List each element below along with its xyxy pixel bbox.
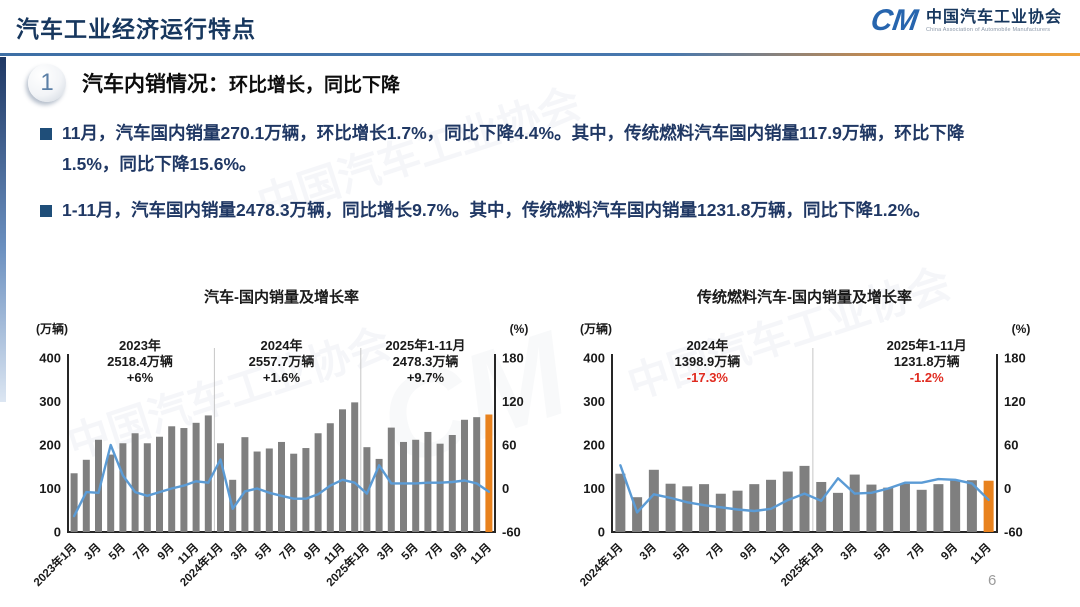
- svg-text:2478.3万辆: 2478.3万辆: [393, 354, 459, 369]
- svg-text:2023年1月: 2023年1月: [30, 540, 79, 589]
- svg-text:100: 100: [39, 481, 61, 496]
- svg-text:7月: 7月: [905, 541, 927, 563]
- svg-text:(%): (%): [510, 322, 529, 336]
- page-title: 汽车工业经济运行特点: [16, 16, 256, 42]
- svg-text:2024年: 2024年: [686, 338, 728, 353]
- svg-text:9月: 9月: [301, 541, 323, 563]
- svg-text:0: 0: [598, 525, 605, 540]
- svg-text:传统燃料汽车-国内销量及增长率: 传统燃料汽车-国内销量及增长率: [696, 288, 912, 306]
- svg-text:9月: 9月: [938, 541, 960, 563]
- bullet-text: 11月，汽车国内销量270.1万辆，环比增长1.7%，同比下降4.4%。其中，传…: [62, 123, 965, 174]
- svg-text:9月: 9月: [155, 541, 177, 563]
- svg-text:3月: 3月: [375, 541, 397, 563]
- svg-text:9月: 9月: [738, 541, 760, 563]
- section-title-main: 汽车内销情况：: [82, 73, 229, 96]
- svg-text:100: 100: [583, 481, 605, 496]
- svg-text:180: 180: [502, 351, 524, 366]
- svg-text:180: 180: [1004, 351, 1026, 366]
- caam-logo: CM 中国汽车工业协会 China Association of Automob…: [869, 4, 1062, 37]
- svg-text:400: 400: [583, 351, 605, 366]
- svg-text:7月: 7月: [277, 541, 299, 563]
- svg-text:-60: -60: [502, 525, 521, 540]
- svg-text:200: 200: [39, 438, 61, 453]
- svg-text:2025年1-11月: 2025年1-11月: [887, 338, 967, 353]
- section-title: 汽车内销情况：环比增长，同比下降: [82, 68, 400, 98]
- svg-text:2025年1-11月: 2025年1-11月: [385, 338, 465, 353]
- svg-text:300: 300: [583, 394, 605, 409]
- bullet-item: 11月，汽车国内销量270.1万辆，环比增长1.7%，同比下降4.4%。其中，传…: [40, 118, 1015, 179]
- svg-text:7月: 7月: [423, 541, 445, 563]
- svg-text:-1.2%: -1.2%: [910, 370, 944, 385]
- svg-text:120: 120: [502, 394, 524, 409]
- svg-text:60: 60: [502, 438, 516, 453]
- svg-text:-17.3%: -17.3%: [687, 370, 729, 385]
- svg-text:5月: 5月: [399, 541, 421, 563]
- svg-text:11月: 11月: [767, 541, 793, 567]
- header-divider: [0, 53, 1080, 56]
- svg-text:0: 0: [54, 525, 61, 540]
- chart-auto-domestic-sales: 汽车-国内销量及增长率 (万辆) (%) 0 100 200 300 400 -60 0 60 120…: [28, 286, 533, 601]
- svg-text:(万辆): (万辆): [36, 321, 68, 336]
- logo-name-en: China Association of Automobile Manufact…: [925, 27, 1051, 34]
- svg-text:5月: 5月: [871, 541, 893, 563]
- svg-text:7月: 7月: [704, 541, 726, 563]
- section-heading: 1 汽车内销情况：环比增长，同比下降: [28, 64, 400, 102]
- svg-text:(万辆): (万辆): [580, 321, 612, 336]
- bullet-list: 11月，汽车国内销量270.1万辆，环比增长1.7%，同比下降4.4%。其中，传…: [40, 118, 1015, 242]
- svg-text:3月: 3月: [82, 541, 104, 563]
- bullet-item: 1-11月，汽车国内销量2478.3万辆，同比增长9.7%。其中，传统燃料汽车国…: [40, 195, 1015, 226]
- svg-text:400: 400: [39, 351, 61, 366]
- svg-text:11月: 11月: [468, 541, 494, 567]
- svg-text:120: 120: [1004, 394, 1026, 409]
- svg-text:汽车-国内销量及增长率: 汽车-国内销量及增长率: [204, 288, 359, 306]
- caam-logo-icon: CM: [869, 4, 921, 37]
- svg-text:0: 0: [1004, 481, 1011, 496]
- chart-fuel-vehicle-domestic-sales: 传统燃料汽车-国内销量及增长率 (万辆) (%) 0 100 200 300 400 -60 0 6…: [563, 286, 1068, 601]
- svg-text:2024年: 2024年: [261, 338, 303, 353]
- svg-text:1231.8万辆: 1231.8万辆: [894, 354, 960, 369]
- left-accent-bar: [0, 57, 6, 402]
- svg-text:5月: 5月: [671, 541, 693, 563]
- svg-text:60: 60: [1004, 438, 1018, 453]
- svg-text:+6%: +6%: [127, 370, 154, 385]
- svg-text:+9.7%: +9.7%: [407, 370, 445, 385]
- svg-text:200: 200: [583, 438, 605, 453]
- page-number: 6: [988, 572, 997, 589]
- section-title-sub: 环比增长，同比下降: [229, 75, 401, 96]
- bullet-square-icon: [40, 128, 52, 140]
- svg-text:7月: 7月: [131, 541, 153, 563]
- svg-text:-60: -60: [1004, 525, 1023, 540]
- bullet-text: 1-11月，汽车国内销量2478.3万辆，同比增长9.7%。其中，传统燃料汽车国…: [62, 200, 931, 221]
- svg-text:2023年: 2023年: [119, 338, 161, 353]
- svg-text:2024年1月: 2024年1月: [577, 540, 626, 589]
- bullet-square-icon: [40, 205, 52, 218]
- svg-text:3月: 3月: [637, 541, 659, 563]
- svg-text:(%): (%): [1012, 322, 1031, 336]
- svg-text:1398.9万辆: 1398.9万辆: [675, 354, 741, 369]
- svg-text:0: 0: [502, 481, 509, 496]
- svg-text:2557.7万辆: 2557.7万辆: [249, 354, 315, 369]
- svg-text:3月: 3月: [228, 541, 250, 563]
- svg-text:300: 300: [39, 394, 61, 409]
- svg-text:9月: 9月: [448, 541, 470, 563]
- section-number-badge: 1: [28, 64, 66, 102]
- svg-text:5月: 5月: [253, 541, 275, 563]
- svg-text:+1.6%: +1.6%: [263, 370, 301, 385]
- svg-text:3月: 3月: [838, 541, 860, 563]
- svg-text:5月: 5月: [106, 541, 128, 563]
- svg-text:2518.4万辆: 2518.4万辆: [107, 354, 173, 369]
- svg-text:11月: 11月: [968, 541, 994, 567]
- logo-name-cn: 中国汽车工业协会: [925, 8, 1062, 26]
